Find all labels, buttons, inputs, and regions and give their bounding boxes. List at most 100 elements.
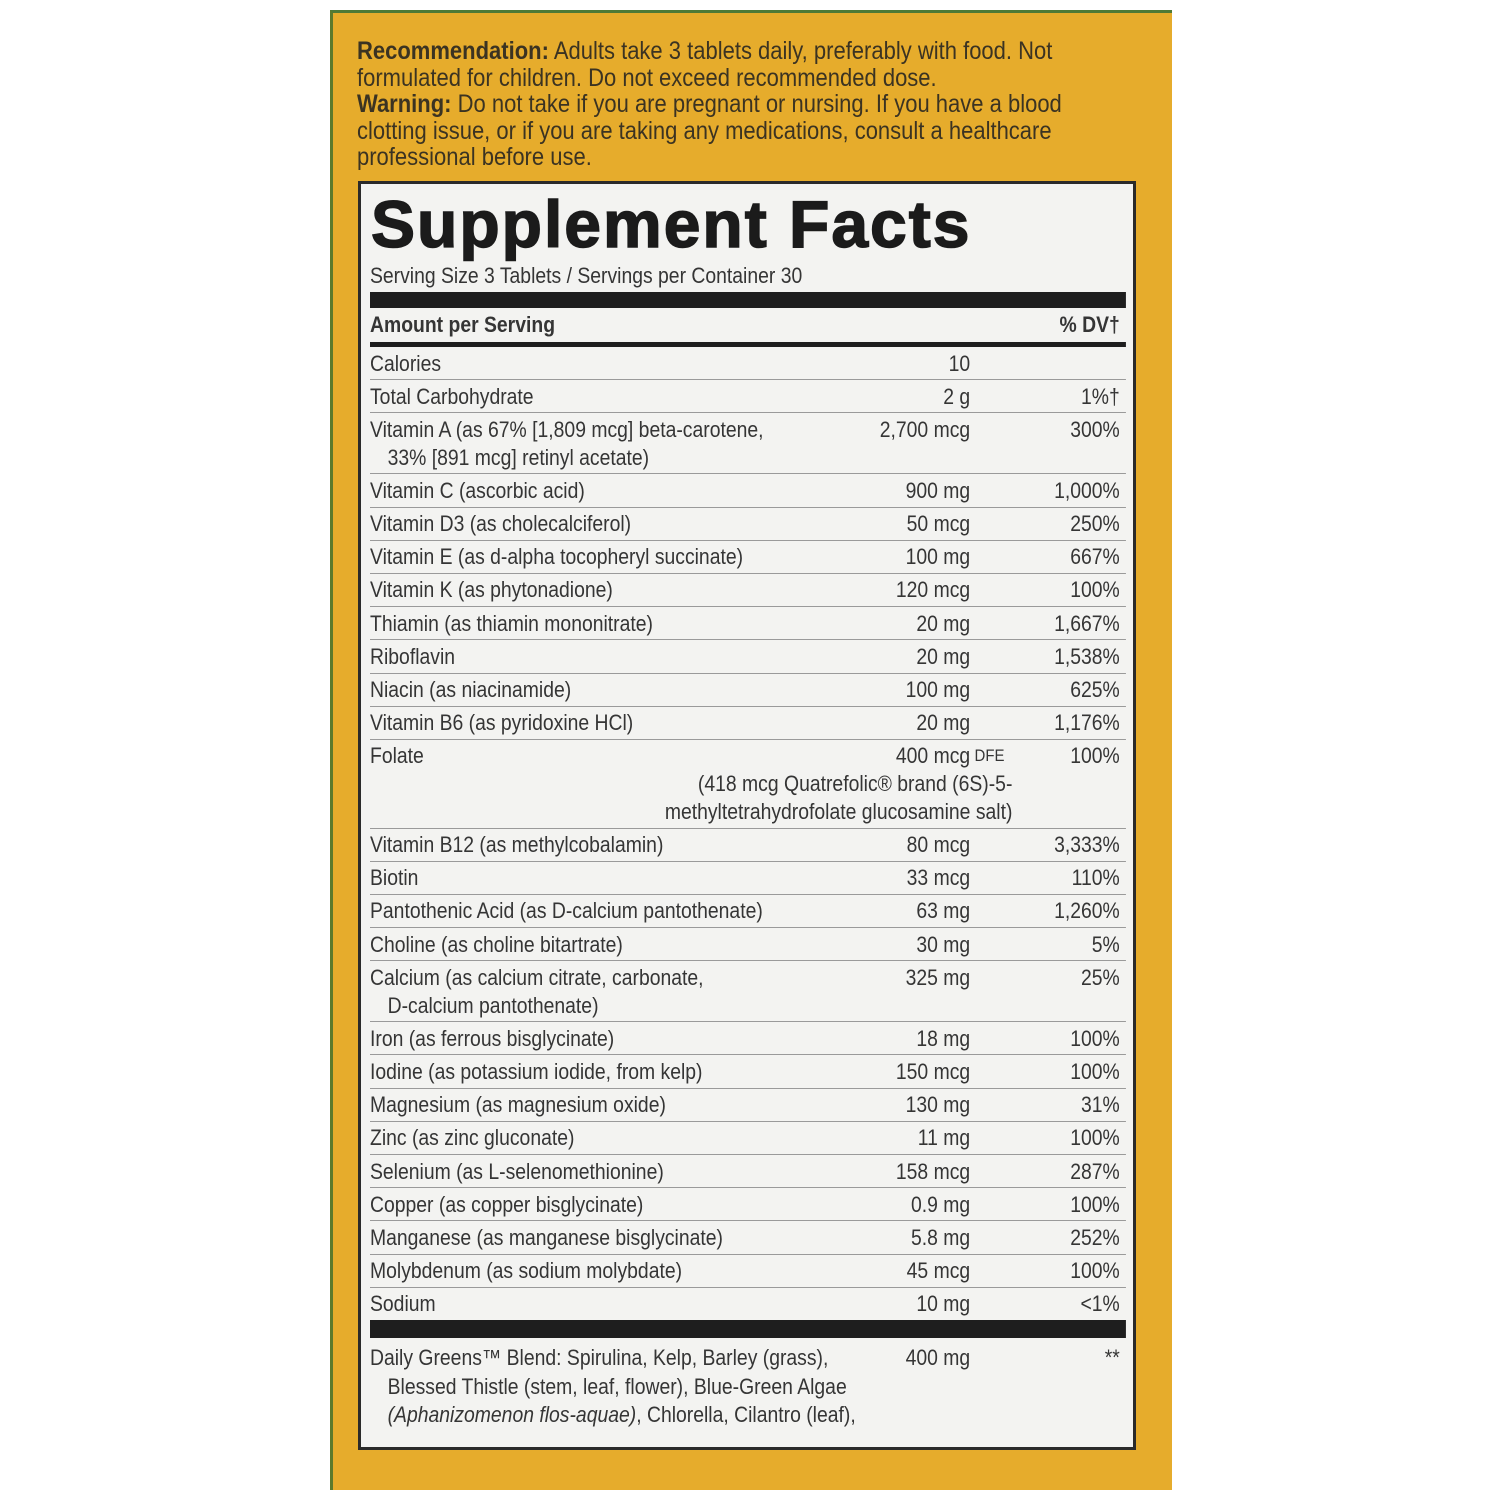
nutrient-row: Manganese (as manganese bisglycinate) 5.8…	[370, 1221, 1126, 1255]
nutrient-row: Pantothenic Acid (as D-calcium pantothen…	[370, 895, 1126, 929]
amount: 30 mg	[916, 931, 971, 957]
nutrient-name: Vitamin A (as 67% [1,809 mcg] beta-carot…	[370, 416, 764, 442]
blend-italic: (Aphanizomenon flos-aquae)	[387, 1402, 637, 1428]
blend-line: Daily Greens™ Blend: Spirulina, Kelp, Ba…	[370, 1344, 1126, 1373]
daily-value: 625%	[1070, 677, 1120, 703]
spacer	[1120, 709, 1126, 737]
nutrient-row: Biotin 33 mcg 110%	[370, 862, 1126, 895]
daily-value: 100%	[1070, 743, 1120, 769]
nutrient-row: Copper (as copper bisglycinate) 0.9 mg 100…	[370, 1188, 1126, 1222]
nutrient-row: Riboflavin 20 mg 1,538%	[370, 640, 1126, 674]
amount: 20 mg	[916, 643, 971, 669]
daily-value-empty	[970, 350, 1120, 378]
amount: 2,700 mcg	[879, 416, 971, 442]
nutrient-row: Total Carbohydrate 2 g 1%†	[370, 380, 1126, 414]
amount-note: methyltetrahydrofolate glucosamine salt)	[664, 798, 1013, 824]
row-line: Pantothenic Acid (as D-calcium pantothen…	[370, 897, 1126, 925]
spacer	[1120, 1091, 1126, 1119]
spacer	[1120, 831, 1126, 859]
nutrient-name: Selenium (as L-selenomethionine)	[370, 1158, 664, 1184]
nutrient-row: Vitamin E (as d-alpha tocopheryl succina…	[370, 541, 1126, 574]
header-dv: % DV†	[1059, 312, 1120, 337]
nutrient-name: Folate	[370, 743, 424, 769]
blend-line: (Aphanizomenon flos-aquae), Chlorella, C…	[370, 1401, 1126, 1430]
spacer	[1120, 1025, 1126, 1053]
spacer	[1120, 1058, 1126, 1086]
daily-value: 110%	[1071, 865, 1120, 891]
row-line: Selenium (as L-selenomethionine) 158 mcg 2…	[370, 1158, 1126, 1186]
row-line: Niacin (as niacinamide) 100 mg 625%	[370, 676, 1126, 704]
row-line: Copper (as copper bisglycinate) 0.9 mg 100…	[370, 1191, 1126, 1219]
nutrient-name: Vitamin D3 (as cholecalciferol)	[370, 511, 632, 537]
nutrient-row: Niacin (as niacinamide) 100 mg 625%	[370, 674, 1126, 707]
daily-value: 100%	[1070, 1258, 1120, 1284]
nutrient-row: Magnesium (as magnesium oxide) 130 mg 31%	[370, 1089, 1126, 1122]
spacer	[1120, 931, 1126, 959]
nutrient-name-cont: 33% [891 mcg] retinyl acetate)	[387, 444, 650, 470]
nutrient-row: Vitamin B12 (as methylcobalamin) 80 mcg 3,…	[370, 829, 1126, 862]
blend-text: , Chlorella, Cilantro (leaf),	[636, 1402, 856, 1428]
nutrient-name: Manganese (as manganese bisglycinate)	[370, 1224, 723, 1250]
daily-value: 1,260%	[1054, 898, 1120, 924]
spacer	[1120, 1257, 1126, 1285]
daily-value: 667%	[1070, 544, 1120, 570]
nutrient-name-cont: D-calcium pantothenate)	[387, 992, 599, 1018]
row-line: Choline (as choline bitartrate) 30 mg 5%	[370, 931, 1126, 959]
nutrient-row: Iron (as ferrous bisglycinate) 18 mg 100%	[370, 1022, 1126, 1056]
daily-value: 287%	[1070, 1158, 1120, 1184]
nutrient-row: Thiamin (as thiamin mononitrate) 20 mg 1,6…	[370, 607, 1126, 641]
row-line: Thiamin (as thiamin mononitrate) 20 mg 1,6…	[370, 610, 1126, 638]
nutrient-row: Vitamin A (as 67% [1,809 mcg] beta-carot…	[370, 413, 1126, 475]
daily-value: 31%	[1080, 1092, 1120, 1118]
facts-body: Serving Size 3 Tablets / Servings per Co…	[370, 262, 1126, 1430]
amount: 20 mg	[916, 610, 971, 636]
nutrient-row: Selenium (as L-selenomethionine) 158 mcg 2…	[370, 1155, 1126, 1189]
spacer	[1120, 1158, 1126, 1186]
nutrient-name: Vitamin B12 (as methylcobalamin)	[370, 832, 664, 858]
spacer	[1120, 576, 1126, 604]
blend: Daily Greens™ Blend: Spirulina, Kelp, Ba…	[370, 1338, 1126, 1430]
daily-value: 300%	[1070, 416, 1120, 442]
nutrient-row: Folate 400 mcg DFE 100% (418 mcg Quatrefolic…	[370, 740, 1126, 829]
row-line: Zinc (as zinc gluconate) 11 mg 100%	[370, 1124, 1126, 1152]
row-line: Folate 400 mcg DFE 100%	[370, 742, 1126, 770]
facts-title: Supplement Facts	[370, 186, 972, 262]
nutrient-row: Vitamin B6 (as pyridoxine HCl) 20 mg 1,176…	[370, 707, 1126, 740]
nutrient-name: Copper (as copper bisglycinate)	[370, 1191, 644, 1217]
row-line: Vitamin K (as phytonadione) 120 mcg 100%	[370, 576, 1126, 604]
daily-value: 1,000%	[1054, 477, 1120, 503]
spacer	[1120, 350, 1126, 378]
daily-value: 1,667%	[1054, 610, 1120, 636]
header-row: Amount per Serving % DV†	[370, 308, 1126, 342]
daily-value: 3,333%	[1054, 832, 1120, 858]
amount-unit: DFE	[974, 746, 1005, 766]
row-line: Calories 10	[370, 350, 1126, 378]
amount: 130 mg	[905, 1092, 971, 1118]
nutrient-name: Choline (as choline bitartrate)	[370, 931, 623, 957]
nutrient-name: Sodium	[370, 1291, 436, 1317]
daily-value: 1,538%	[1054, 643, 1120, 669]
amount: 400 mcg DFE	[895, 743, 1005, 769]
nutrient-name: Pantothenic Acid (as D-calcium pantothen…	[370, 898, 763, 924]
spacer	[1120, 1124, 1126, 1152]
row-line: Vitamin B12 (as methylcobalamin) 80 mcg 3,…	[370, 831, 1126, 859]
nutrient-name: Iodine (as potassium iodide, from kelp)	[370, 1058, 703, 1084]
row-line: Calcium (as calcium citrate, carbonate, 3…	[370, 964, 1126, 992]
amount: 20 mg	[916, 710, 971, 736]
nutrient-name: Iron (as ferrous bisglycinate)	[370, 1025, 615, 1051]
daily-value: 1%†	[1080, 383, 1120, 409]
daily-value: 25%	[1080, 964, 1120, 990]
row-line: Iron (as ferrous bisglycinate) 18 mg 100%	[370, 1025, 1126, 1053]
nutrient-row: Zinc (as zinc gluconate) 11 mg 100%	[370, 1122, 1126, 1156]
daily-value: <1%	[1080, 1291, 1120, 1317]
row-line: Manganese (as manganese bisglycinate) 5.8…	[370, 1224, 1126, 1252]
nutrient-row: Iodine (as potassium iodide, from kelp) 1…	[370, 1055, 1126, 1089]
amount: 158 mcg	[895, 1158, 971, 1184]
rule	[370, 342, 1126, 347]
spacer	[1120, 1290, 1126, 1318]
spacer	[1120, 383, 1126, 411]
recommendation-text: Adults take 3 tablets daily, preferably …	[357, 37, 1053, 92]
nutrient-row: Choline (as choline bitartrate) 30 mg 5%	[370, 928, 1126, 962]
amount: 80 mcg	[906, 832, 971, 858]
nutrient-name: Vitamin B6 (as pyridoxine HCl)	[370, 710, 634, 736]
